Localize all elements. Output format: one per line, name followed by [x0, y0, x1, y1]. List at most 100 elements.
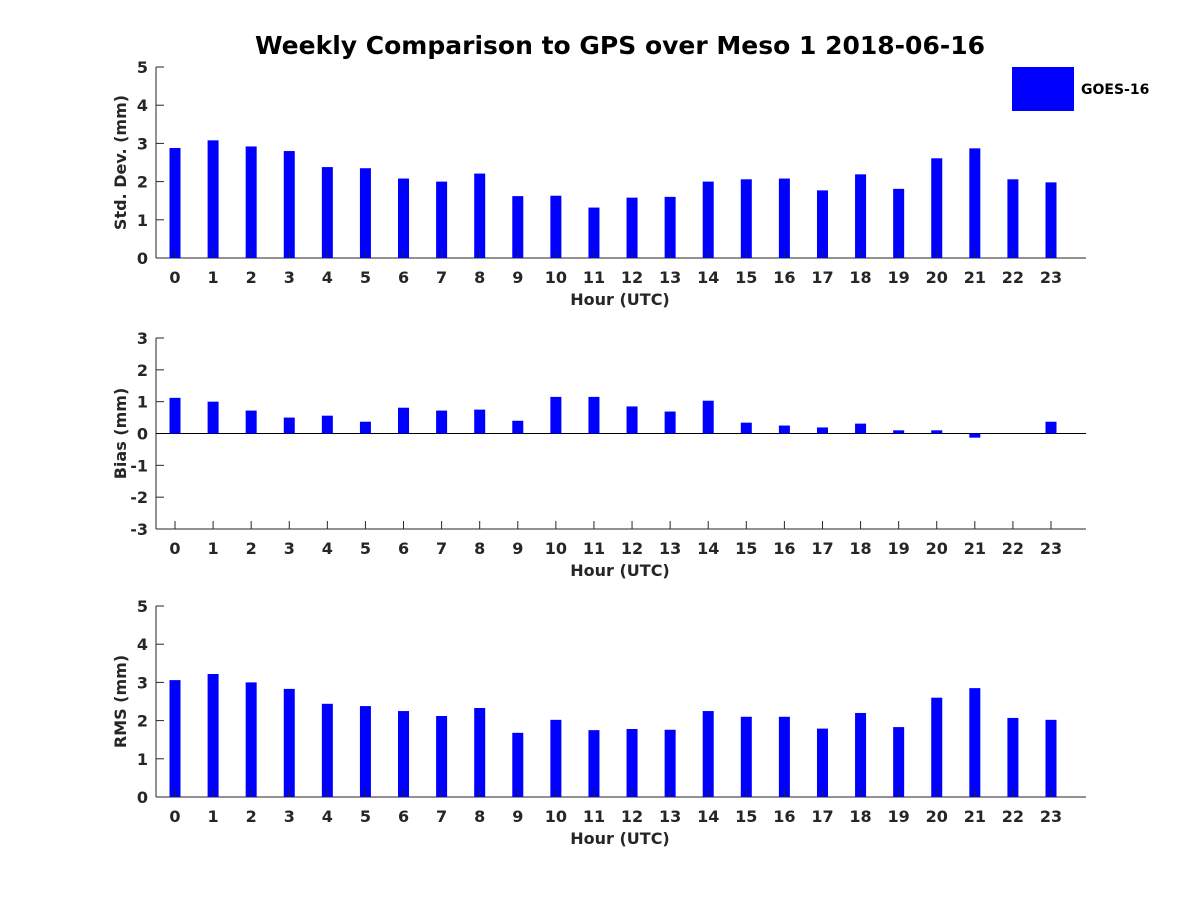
bias-bar-2	[245, 410, 257, 434]
bias-bar-20	[931, 430, 943, 434]
bias-bar-18	[855, 423, 867, 434]
rms-bar-5	[359, 706, 371, 797]
bias-bar-6	[398, 407, 410, 434]
bias-bar-8	[474, 409, 486, 434]
rms-bar-16	[778, 716, 790, 797]
bias-x-tick-label: 7	[436, 539, 447, 558]
rms-bar-12	[626, 729, 638, 797]
rms-bar-19	[893, 727, 905, 797]
rms-bar-23	[1045, 719, 1057, 797]
rms-bar-7	[436, 716, 448, 797]
std-dev-bar-23	[1045, 182, 1057, 258]
bias-x-tick-label: 22	[1002, 539, 1024, 558]
bias-x-tick-label: 1	[208, 539, 219, 558]
bias-x-tick-label: 5	[360, 539, 371, 558]
rms-x-tick-label: 16	[773, 807, 795, 826]
rms-bar-11	[588, 730, 600, 797]
std-dev-x-tick-label: 8	[474, 268, 485, 287]
bias-y-tick-label: -3	[130, 520, 148, 539]
std-dev-bar-11	[588, 207, 600, 258]
std-dev-y-tick-label: 4	[137, 96, 148, 115]
std-dev-x-tick-label: 16	[773, 268, 795, 287]
std-dev-bar-0	[169, 147, 181, 258]
std-dev-x-tick-label: 13	[659, 268, 681, 287]
std-dev-x-tick-label: 4	[322, 268, 333, 287]
std-dev-bar-16	[778, 178, 790, 258]
bias-bar-23	[1045, 421, 1057, 434]
bias-y-tick-label: 2	[137, 361, 148, 380]
bias-bar-12	[626, 406, 638, 434]
std-dev-bar-7	[436, 181, 448, 258]
rms-x-tick-label: 13	[659, 807, 681, 826]
rms-bar-10	[550, 719, 562, 797]
std-dev-bar-4	[321, 167, 333, 258]
rms-bar-13	[664, 729, 676, 797]
rms-x-tick-label: 5	[360, 807, 371, 826]
bias-x-tick-label: 2	[246, 539, 257, 558]
bias-bar-21	[969, 433, 981, 438]
std-dev-x-tick-label: 0	[169, 268, 180, 287]
std-dev-bar-3	[283, 151, 295, 258]
bias-x-tick-label: 15	[735, 539, 757, 558]
bias-bar-0	[169, 397, 181, 434]
bias-x-tick-label: 17	[811, 539, 833, 558]
std-dev-x-tick-label: 2	[246, 268, 257, 287]
std-dev-x-tick-label: 17	[811, 268, 833, 287]
bias-y-tick-label: -1	[130, 456, 148, 475]
bias-x-tick-label: 6	[398, 539, 409, 558]
rms-bar-15	[740, 716, 752, 797]
rms-bar-14	[702, 711, 714, 797]
bias-bar-16	[778, 425, 790, 434]
std-dev-bar-10	[550, 195, 562, 258]
bias-x-tick-label: 10	[545, 539, 567, 558]
rms-x-tick-label: 15	[735, 807, 757, 826]
bias-bar-7	[436, 410, 448, 434]
std-dev-x-tick-label: 9	[512, 268, 523, 287]
rms-bar-8	[474, 707, 486, 797]
rms-bar-4	[321, 703, 333, 797]
bias-bar-15	[740, 422, 752, 434]
bias-bar-9	[512, 420, 524, 434]
bias-bar-19	[893, 430, 905, 434]
rms-x-tick-label: 21	[964, 807, 986, 826]
rms-bar-17	[816, 728, 828, 797]
std-dev-x-tick-label: 22	[1002, 268, 1024, 287]
rms-x-tick-label: 14	[697, 807, 719, 826]
rms-bar-2	[245, 682, 257, 797]
bias-x-tick-label: 13	[659, 539, 681, 558]
rms-x-tick-label: 7	[436, 807, 447, 826]
std-dev-y-tick-label: 0	[137, 249, 148, 268]
bias-x-tick-label: 14	[697, 539, 719, 558]
rms-y-tick-label: 5	[137, 597, 148, 616]
bias-y-tick-label: 0	[137, 425, 148, 444]
bias-x-tick-label: 12	[621, 539, 643, 558]
rms-bar-1	[207, 673, 219, 797]
bias-x-tick-label: 9	[512, 539, 523, 558]
std-dev-bar-19	[893, 188, 905, 258]
std-dev-x-tick-label: 6	[398, 268, 409, 287]
rms-x-tick-label: 0	[169, 807, 180, 826]
legend-swatch-goes-16	[1012, 67, 1074, 111]
legend: GOES-16	[1012, 67, 1149, 111]
std-dev-x-tick-label: 5	[360, 268, 371, 287]
bias-x-tick-label: 0	[169, 539, 180, 558]
rms-y-tick-label: 2	[137, 712, 148, 731]
std-dev-x-tick-label: 15	[735, 268, 757, 287]
bias-bar-3	[283, 417, 295, 434]
bias-x-tick-label: 18	[849, 539, 871, 558]
rms-x-tick-label: 10	[545, 807, 567, 826]
std-dev-x-tick-label: 11	[583, 268, 605, 287]
bias-x-tick-label: 8	[474, 539, 485, 558]
bias-x-tick-label: 20	[926, 539, 948, 558]
bias-bar-1	[207, 401, 219, 434]
std-dev-x-tick-label: 1	[208, 268, 219, 287]
std-dev-x-tick-label: 3	[284, 268, 295, 287]
rms-y-tick-label: 0	[137, 788, 148, 807]
std-dev-x-tick-label: 10	[545, 268, 567, 287]
rms-x-axis-label: Hour (UTC)	[570, 829, 670, 848]
bias-bar-14	[702, 400, 714, 434]
rms-x-tick-label: 9	[512, 807, 523, 826]
rms-bar-3	[283, 688, 295, 797]
